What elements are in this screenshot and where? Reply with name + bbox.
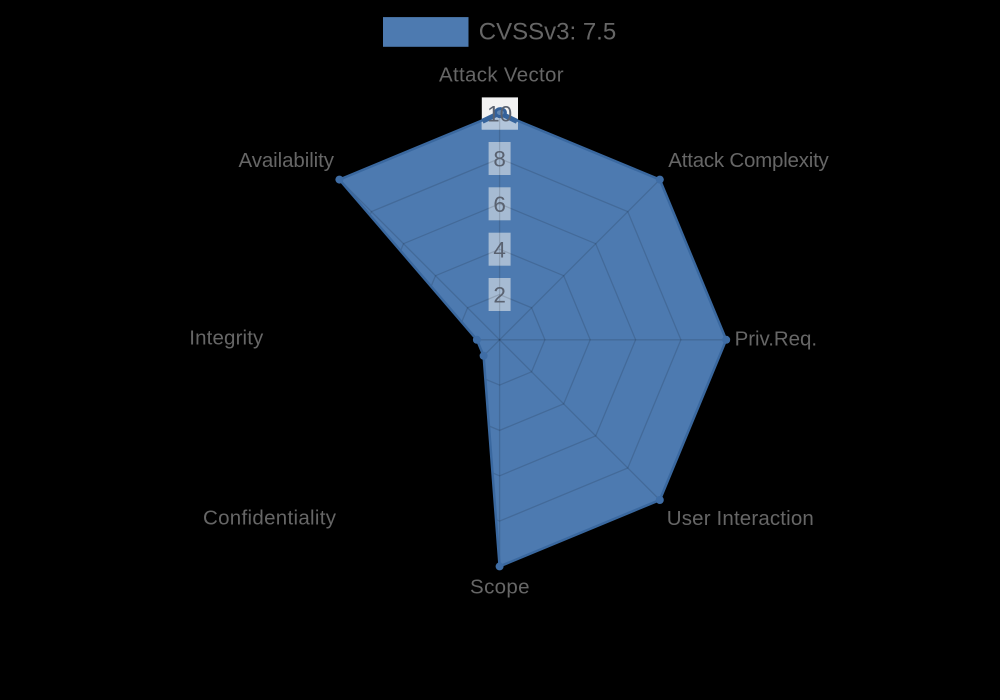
svg-text:Availability: Availability — [239, 149, 335, 172]
svg-text:10: 10 — [487, 101, 512, 126]
svg-text:Confidentiality: Confidentiality — [203, 506, 337, 529]
svg-text:6: 6 — [493, 192, 506, 217]
svg-text:Integrity: Integrity — [189, 327, 264, 350]
svg-text:User Interaction: User Interaction — [667, 507, 814, 530]
svg-text:8: 8 — [493, 147, 506, 172]
svg-text:CVSSv3: 7.5: CVSSv3: 7.5 — [479, 19, 616, 46]
svg-text:2: 2 — [493, 283, 506, 308]
svg-text:Scope: Scope — [470, 576, 530, 599]
svg-text:Attack Complexity: Attack Complexity — [668, 149, 829, 172]
svg-text:Priv.Req.: Priv.Req. — [735, 328, 818, 351]
svg-text:Attack Vector: Attack Vector — [439, 64, 564, 87]
svg-text:4: 4 — [493, 237, 506, 262]
